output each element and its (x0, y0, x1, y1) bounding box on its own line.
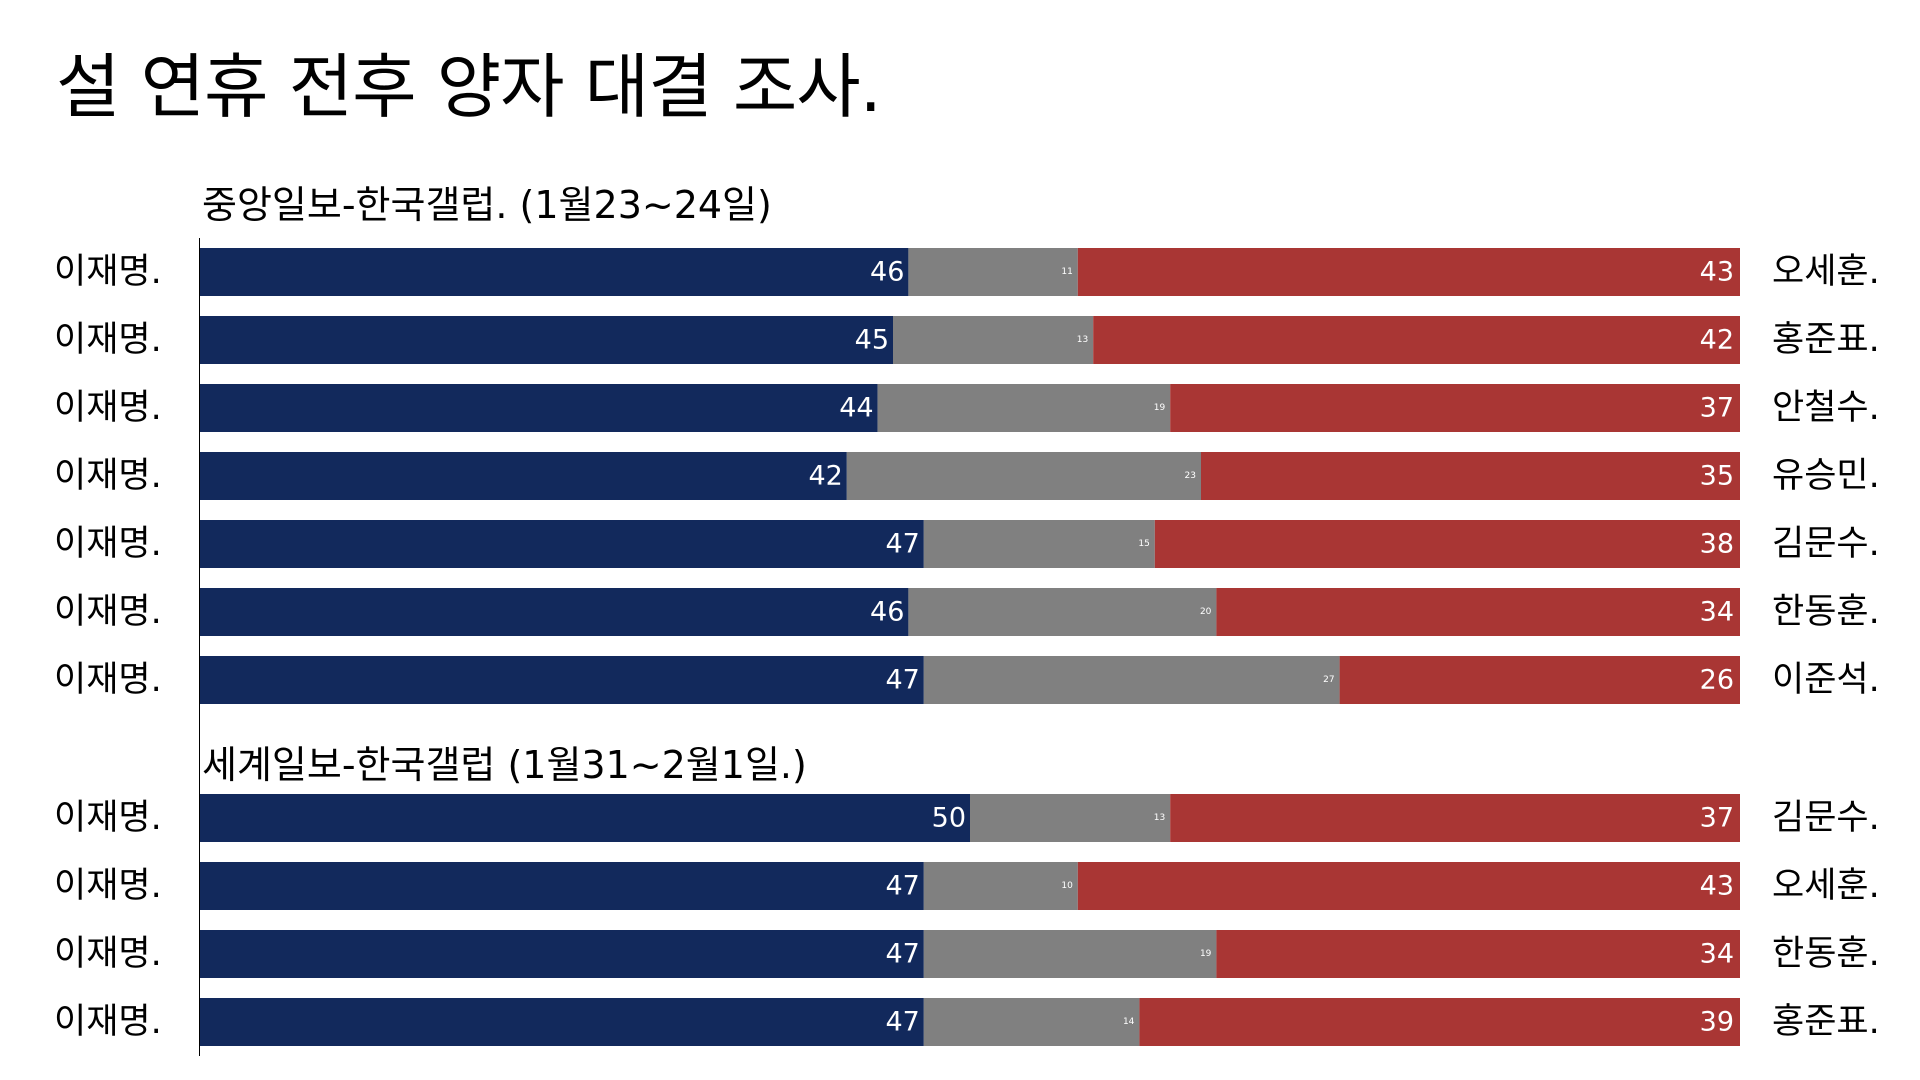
left-candidate-name: 이재명. (54, 252, 162, 292)
value-undecided: 15 (1138, 539, 1149, 549)
value-right: 37 (1700, 803, 1734, 834)
right-candidate-name: 이준석. (1772, 660, 1880, 700)
value-right: 43 (1700, 257, 1734, 288)
right-candidate-name: 안철수. (1772, 388, 1880, 428)
bar-undecided (908, 248, 1078, 296)
bar-right (1093, 316, 1740, 364)
value-undecided: 11 (1061, 267, 1072, 277)
right-candidate-name: 김문수. (1772, 524, 1880, 564)
value-undecided: 13 (1077, 335, 1088, 345)
value-left: 47 (885, 665, 919, 696)
bar-undecided (970, 794, 1171, 842)
bar-right (1077, 862, 1740, 910)
left-candidate-name: 이재명. (54, 456, 162, 496)
right-candidate-name: 한동훈. (1772, 592, 1880, 632)
left-candidate-name: 이재명. (54, 592, 162, 632)
left-candidate-name: 이재명. (54, 1002, 162, 1042)
left-candidate-name: 이재명. (54, 798, 162, 838)
right-candidate-name: 오세훈. (1772, 252, 1880, 292)
right-candidate-name: 홍준표. (1772, 320, 1880, 360)
value-left: 47 (885, 871, 919, 902)
bar-left (200, 794, 970, 842)
left-candidate-name: 이재명. (54, 866, 162, 906)
bar-undecided (923, 862, 1078, 910)
group-title: 중앙일보-한국갤럽. (1월23~24일) (202, 183, 772, 227)
bar-right (1216, 930, 1740, 978)
bar-right (1077, 248, 1740, 296)
bar-right (1201, 452, 1740, 500)
bar-undecided (923, 656, 1340, 704)
value-right: 35 (1700, 461, 1734, 492)
value-undecided: 20 (1200, 607, 1212, 617)
bar-left (200, 656, 924, 704)
bar-undecided (923, 998, 1140, 1046)
value-left: 46 (870, 257, 904, 288)
left-candidate-name: 이재명. (54, 934, 162, 974)
right-candidate-name: 김문수. (1772, 798, 1880, 838)
value-undecided: 13 (1154, 813, 1165, 823)
bar-left (200, 248, 909, 296)
bar-left (200, 862, 924, 910)
bar-undecided (908, 588, 1217, 636)
bar-undecided (923, 520, 1155, 568)
value-undecided: 14 (1123, 1017, 1135, 1027)
bar-left (200, 384, 878, 432)
value-left: 47 (885, 529, 919, 560)
group-title: 세계일보-한국갤럽 (1월31~2월1일.) (202, 743, 807, 787)
value-left: 46 (870, 597, 904, 628)
bar-left (200, 452, 847, 500)
value-right: 37 (1700, 393, 1734, 424)
value-right: 34 (1700, 939, 1734, 970)
left-candidate-name: 이재명. (54, 320, 162, 360)
bar-left (200, 316, 893, 364)
value-right: 38 (1700, 529, 1734, 560)
value-undecided: 27 (1323, 675, 1334, 685)
right-candidate-name: 오세훈. (1772, 866, 1880, 906)
value-undecided: 19 (1200, 949, 1212, 959)
left-candidate-name: 이재명. (54, 388, 162, 428)
bar-undecided (877, 384, 1171, 432)
value-left: 44 (839, 393, 873, 424)
value-left: 47 (885, 1007, 919, 1038)
bar-left (200, 588, 909, 636)
bar-undecided (893, 316, 1094, 364)
bar-left (200, 998, 924, 1046)
bar-undecided (923, 930, 1217, 978)
value-left: 47 (885, 939, 919, 970)
value-left: 50 (932, 803, 966, 834)
bar-left (200, 930, 924, 978)
bar-right (1154, 520, 1740, 568)
value-left: 42 (808, 461, 842, 492)
bar-right (1216, 588, 1740, 636)
bar-right (1339, 656, 1740, 704)
value-undecided: 19 (1154, 403, 1166, 413)
bar-undecided (846, 452, 1201, 500)
page-title: 설 연휴 전후 양자 대결 조사. (56, 46, 882, 128)
value-right: 26 (1700, 665, 1734, 696)
right-candidate-name: 홍준표. (1772, 1002, 1880, 1042)
value-left: 45 (855, 325, 889, 356)
value-right: 39 (1700, 1007, 1734, 1038)
value-undecided: 23 (1185, 471, 1196, 481)
bar-right (1170, 384, 1740, 432)
value-undecided: 10 (1061, 881, 1073, 891)
value-right: 34 (1700, 597, 1734, 628)
bar-left (200, 520, 924, 568)
left-candidate-name: 이재명. (54, 660, 162, 700)
bar-right (1139, 998, 1740, 1046)
left-candidate-name: 이재명. (54, 524, 162, 564)
right-candidate-name: 한동훈. (1772, 934, 1880, 974)
bar-right (1170, 794, 1740, 842)
value-right: 43 (1700, 871, 1734, 902)
value-right: 42 (1700, 325, 1734, 356)
right-candidate-name: 유승민. (1772, 456, 1880, 496)
